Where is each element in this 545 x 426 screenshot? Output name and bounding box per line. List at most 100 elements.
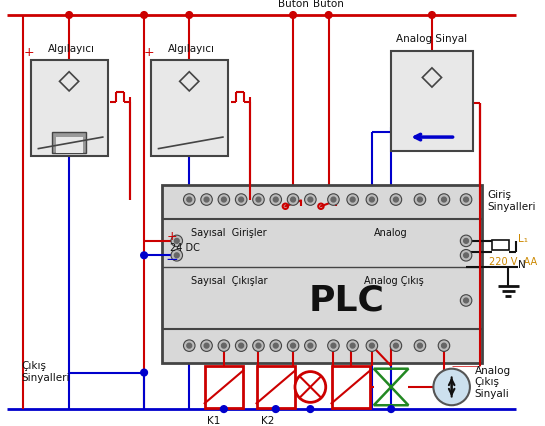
- Circle shape: [256, 343, 261, 348]
- Circle shape: [461, 250, 472, 261]
- Circle shape: [441, 197, 446, 202]
- Circle shape: [441, 343, 446, 348]
- Circle shape: [218, 340, 229, 351]
- Circle shape: [331, 343, 336, 348]
- Text: Algılayıcı: Algılayıcı: [47, 43, 94, 54]
- Circle shape: [347, 194, 359, 205]
- Circle shape: [295, 371, 326, 402]
- Circle shape: [328, 340, 339, 351]
- Circle shape: [66, 12, 72, 18]
- Text: +: +: [167, 230, 177, 242]
- Circle shape: [239, 197, 244, 202]
- Circle shape: [235, 194, 247, 205]
- Bar: [204, 366, 243, 408]
- Circle shape: [201, 340, 213, 351]
- Circle shape: [187, 343, 192, 348]
- Circle shape: [464, 298, 469, 303]
- Circle shape: [186, 12, 192, 18]
- Bar: [162, 185, 482, 363]
- Circle shape: [287, 340, 299, 351]
- Circle shape: [428, 12, 435, 18]
- Text: Analog
Çıkış
Sinyali: Analog Çıkış Sinyali: [475, 366, 511, 399]
- Circle shape: [221, 197, 226, 202]
- Circle shape: [417, 197, 422, 202]
- Circle shape: [253, 340, 264, 351]
- Circle shape: [274, 343, 278, 348]
- Circle shape: [174, 253, 179, 258]
- Circle shape: [438, 340, 450, 351]
- Circle shape: [328, 194, 339, 205]
- Circle shape: [390, 194, 402, 205]
- Circle shape: [221, 406, 227, 412]
- Text: Analog Sinyal: Analog Sinyal: [396, 34, 468, 44]
- Circle shape: [272, 406, 279, 412]
- Circle shape: [307, 406, 314, 412]
- Circle shape: [461, 295, 472, 306]
- Circle shape: [290, 12, 296, 18]
- Text: Sayısal  Çıkışlar: Sayısal Çıkışlar: [191, 276, 268, 286]
- Circle shape: [201, 194, 213, 205]
- Circle shape: [204, 343, 209, 348]
- Circle shape: [141, 252, 148, 259]
- Circle shape: [370, 197, 374, 202]
- Circle shape: [305, 194, 316, 205]
- Circle shape: [274, 197, 278, 202]
- Circle shape: [464, 197, 469, 202]
- Text: Analog: Analog: [374, 228, 408, 238]
- Text: K2: K2: [262, 416, 275, 426]
- Bar: [56, 137, 83, 153]
- Text: Analog Çıkış: Analog Çıkış: [364, 276, 424, 286]
- Circle shape: [417, 343, 422, 348]
- Circle shape: [174, 239, 179, 243]
- Bar: [52, 132, 87, 153]
- Text: K1: K1: [207, 416, 220, 426]
- Circle shape: [239, 343, 244, 348]
- Text: PLC: PLC: [308, 283, 384, 317]
- Text: −: −: [166, 252, 178, 267]
- Text: 220 V  AA: 220 V AA: [489, 257, 537, 267]
- Circle shape: [464, 239, 469, 243]
- Circle shape: [390, 340, 402, 351]
- Circle shape: [171, 235, 183, 247]
- Text: Giriş
Sinyalleri: Giriş Sinyalleri: [487, 190, 536, 212]
- Circle shape: [308, 197, 313, 202]
- Circle shape: [438, 194, 450, 205]
- Text: Buton: Buton: [313, 0, 344, 9]
- Circle shape: [366, 340, 378, 351]
- Circle shape: [204, 197, 209, 202]
- Circle shape: [287, 194, 299, 205]
- Circle shape: [350, 197, 355, 202]
- Bar: [257, 366, 295, 408]
- Circle shape: [387, 406, 395, 412]
- Circle shape: [184, 194, 195, 205]
- Circle shape: [270, 340, 282, 351]
- Circle shape: [270, 194, 282, 205]
- Bar: [331, 366, 370, 408]
- Text: N: N: [518, 260, 526, 270]
- Circle shape: [290, 197, 295, 202]
- Circle shape: [347, 340, 359, 351]
- Circle shape: [325, 12, 332, 18]
- Text: Sayısal  Girişler: Sayısal Girişler: [191, 228, 267, 238]
- Circle shape: [305, 340, 316, 351]
- Circle shape: [141, 369, 148, 376]
- Circle shape: [433, 369, 470, 405]
- Bar: [492, 240, 510, 250]
- Text: Çıkış
Sinyalleri: Çıkış Sinyalleri: [21, 361, 70, 383]
- Text: L₁: L₁: [518, 234, 528, 244]
- Circle shape: [253, 194, 264, 205]
- Circle shape: [235, 340, 247, 351]
- Circle shape: [464, 253, 469, 258]
- Circle shape: [414, 194, 426, 205]
- Text: 24 DC: 24 DC: [170, 242, 200, 253]
- Circle shape: [221, 343, 226, 348]
- Bar: [151, 60, 228, 156]
- Circle shape: [350, 343, 355, 348]
- Circle shape: [393, 197, 398, 202]
- Circle shape: [393, 343, 398, 348]
- Circle shape: [290, 343, 295, 348]
- Circle shape: [256, 197, 261, 202]
- Circle shape: [461, 194, 472, 205]
- Bar: [391, 51, 473, 152]
- Circle shape: [331, 197, 336, 202]
